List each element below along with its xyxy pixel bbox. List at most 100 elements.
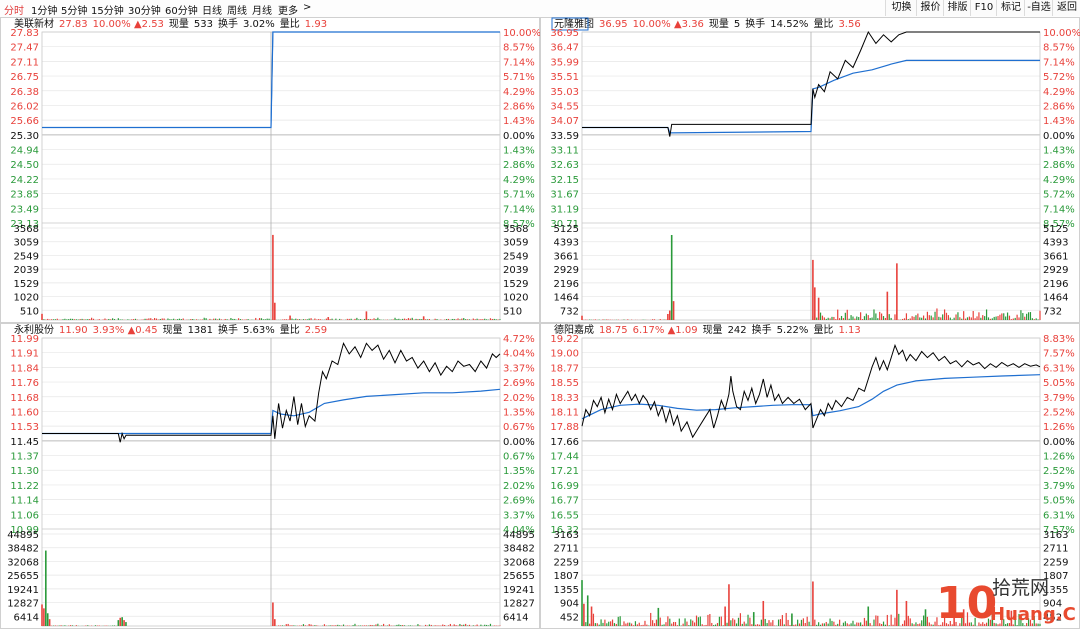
volume-bar (289, 625, 291, 626)
volume-bar (850, 315, 852, 320)
volume-bar (287, 623, 289, 626)
volume-bar (844, 312, 846, 320)
volume-tick-label: 1807 (554, 571, 579, 582)
volume-bar (480, 319, 482, 320)
tab-30min[interactable]: 30分钟 (128, 6, 161, 17)
volume-bar (83, 319, 85, 320)
volume-spike (812, 581, 814, 626)
price-tick-label: 36.95 (550, 28, 579, 39)
volume-tick-label-right: 2196 (1043, 279, 1068, 290)
volume-bar (814, 619, 816, 626)
tab-60min[interactable]: 60分钟 (165, 6, 198, 17)
volume-bar (266, 318, 268, 320)
volume-bar (1005, 624, 1007, 626)
volume-bar (606, 319, 608, 320)
volume-spike (422, 316, 425, 320)
volume-bar (461, 318, 463, 320)
volume-bars (41, 550, 501, 626)
volume-bar (861, 624, 864, 626)
f10-button[interactable]: F10 (970, 0, 997, 16)
volume-bar (936, 617, 938, 626)
volume-bar (310, 318, 312, 320)
price-tick-label: 23.85 (10, 190, 39, 201)
volume-bar (258, 317, 261, 320)
price-tick-label: 11.76 (10, 378, 39, 389)
volume-bar (436, 319, 438, 320)
volume-bar (438, 625, 440, 626)
layout-button[interactable]: 排版 (943, 0, 971, 16)
volume-bar (638, 622, 640, 626)
volume-bar (190, 319, 192, 320)
volume-spike (670, 235, 673, 320)
volume-bar (377, 623, 379, 626)
volume-bar (839, 619, 841, 626)
change-amount: 2.53 (142, 19, 164, 30)
volume-bar (161, 318, 163, 320)
volume-bar (1039, 310, 1041, 320)
percent-tick-label: 6.31% (1043, 363, 1075, 374)
volume-bar (940, 317, 942, 320)
tab-15min[interactable]: 15分钟 (91, 6, 124, 17)
watchlist-button[interactable]: -自选 (1024, 0, 1053, 16)
panel-border (0, 323, 540, 629)
volume-bar (737, 617, 740, 626)
switch-button[interactable]: 切换 (885, 0, 917, 16)
panel-border (540, 17, 1080, 323)
average-price-line (42, 388, 501, 435)
volume-bar (382, 623, 385, 626)
price-tick-label: 31.19 (550, 204, 579, 215)
tab-daily[interactable]: 日线 (202, 6, 222, 17)
volume-spike (953, 602, 955, 626)
change-amount: 0.45 (135, 325, 157, 336)
volume-bar (758, 624, 761, 626)
back-button[interactable]: 返回 (1052, 0, 1080, 16)
price-tick-label: 26.75 (10, 72, 39, 83)
mark-button[interactable]: 标记 (996, 0, 1025, 16)
price-tick-label: 11.84 (10, 363, 39, 374)
volume-bar (932, 624, 934, 626)
volume-bar (610, 621, 612, 626)
volume-bar (312, 625, 314, 626)
volume-bar (1006, 623, 1009, 626)
tab-more[interactable]: 更多 (278, 6, 298, 17)
volume-bar (604, 619, 606, 626)
volume-bar (299, 319, 301, 320)
price-tick-label: 11.91 (10, 349, 39, 360)
tab-weekly[interactable]: 周线 (227, 6, 247, 17)
tab-monthly[interactable]: 月线 (252, 6, 272, 17)
volume-bar (237, 318, 240, 320)
volume-bar (959, 317, 961, 320)
percent-tick-label: 2.69% (503, 496, 535, 507)
percent-tick-label: 7.14% (1043, 204, 1075, 215)
volume-bar (911, 316, 913, 320)
tab-1min[interactable]: 1分钟 (31, 6, 58, 17)
quote-button[interactable]: 报价 (916, 0, 944, 16)
volume-bar (176, 319, 179, 320)
volume-spike (791, 613, 793, 626)
volume-tick-label-right: 904 (1043, 599, 1062, 610)
percent-tick-label: 0.67% (503, 452, 535, 463)
volume-bar (152, 319, 154, 320)
volume-bar (705, 624, 707, 626)
volume-bar (358, 319, 360, 320)
volume-tick-label-right: 2259 (1043, 557, 1068, 568)
tab-timeshare[interactable]: 分时 (4, 6, 24, 17)
volume-bar (306, 319, 308, 320)
tab-5min[interactable]: 5分钟 (61, 6, 88, 17)
volume-bar (110, 319, 112, 320)
price-tick-label: 24.50 (10, 160, 39, 171)
more-arrow-icon[interactable]: > (303, 2, 312, 13)
volume-bar (919, 623, 921, 626)
percent-tick-label: 8.57% (1043, 43, 1075, 54)
volume-spike (962, 609, 965, 626)
volume-spike (657, 607, 660, 626)
volume-bar (1029, 619, 1032, 626)
volume-bar (995, 623, 997, 626)
percent-tick-label: 0.67% (503, 422, 535, 433)
volume-bar (835, 624, 837, 626)
volume-bar (989, 619, 991, 626)
volume-tick-label-right: 452 (1043, 612, 1062, 623)
volume-spike (724, 606, 726, 626)
percent-tick-label: 10.00% (1043, 28, 1080, 39)
volume-spike (814, 287, 816, 320)
